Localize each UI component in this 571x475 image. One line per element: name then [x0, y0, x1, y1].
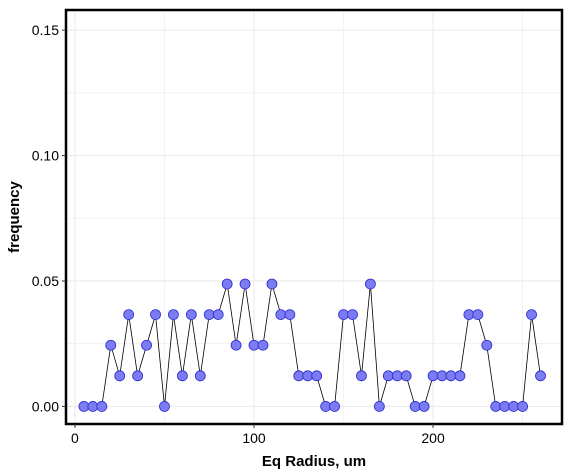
data-point: [535, 370, 546, 382]
y-tick-label: 0.00: [32, 398, 59, 414]
data-point: [185, 309, 197, 321]
data-point: [132, 370, 144, 382]
data-point: [365, 278, 376, 290]
data-point: [454, 370, 466, 382]
data-point: [400, 370, 412, 382]
data-point: [445, 370, 457, 382]
y-tick-label: 0.05: [32, 273, 59, 289]
data-point: [257, 339, 269, 351]
data-point: [194, 370, 206, 382]
data-point: [320, 401, 332, 412]
plot-frame: [64, 8, 564, 426]
y-axis: 0.00 0.05 0.10 0.15: [32, 22, 66, 414]
data-point: [150, 309, 161, 321]
data-point: [275, 309, 287, 321]
data-point: [239, 278, 251, 290]
data-point: [284, 309, 296, 321]
data-point: [221, 278, 233, 290]
series-line: [83, 283, 541, 407]
x-tick-label: 100: [242, 430, 266, 446]
x-tick-label: 0: [71, 430, 79, 446]
data-point: [391, 370, 403, 382]
y-axis-title: frequency: [6, 181, 23, 253]
data-point: [114, 370, 126, 382]
data-point: [168, 309, 179, 321]
data-point: [329, 401, 340, 412]
data-point: [418, 401, 430, 412]
data-point: [373, 401, 385, 412]
data-point: [382, 370, 394, 382]
data-point: [266, 278, 278, 290]
data-point: [463, 309, 475, 321]
x-tick-label: 200: [421, 430, 445, 446]
data-point: [427, 370, 439, 382]
x-axis: 0 100 200: [71, 424, 445, 446]
data-point: [96, 401, 108, 412]
data-point: [508, 401, 520, 412]
data-point: [436, 370, 448, 382]
data-point: [409, 401, 421, 412]
data-point: [293, 370, 305, 382]
data-point: [159, 401, 170, 412]
data-point: [356, 370, 367, 382]
data-point: [230, 339, 242, 351]
data-point: [78, 401, 90, 412]
data-point: [481, 339, 493, 351]
data-point: [526, 309, 537, 321]
data-point: [517, 401, 529, 412]
data-point: [87, 401, 99, 412]
x-axis-title: Eq Radius, um: [262, 453, 366, 470]
data-point: [141, 339, 152, 351]
data-point: [311, 370, 323, 382]
data-point: [248, 339, 260, 351]
data-point: [203, 309, 215, 321]
data-point: [176, 370, 188, 382]
grid: [66, 10, 562, 424]
data-point: [302, 370, 314, 382]
data-point: [472, 309, 484, 321]
series-line-and-markers: [78, 278, 546, 412]
data-point: [212, 309, 224, 321]
data-point: [499, 401, 511, 412]
data-point: [123, 309, 135, 321]
y-tick-label: 0.15: [32, 22, 59, 38]
data-point: [105, 339, 117, 351]
data-point: [338, 309, 349, 321]
data-point: [347, 309, 358, 321]
y-tick-label: 0.10: [32, 148, 59, 164]
data-point: [490, 401, 502, 412]
